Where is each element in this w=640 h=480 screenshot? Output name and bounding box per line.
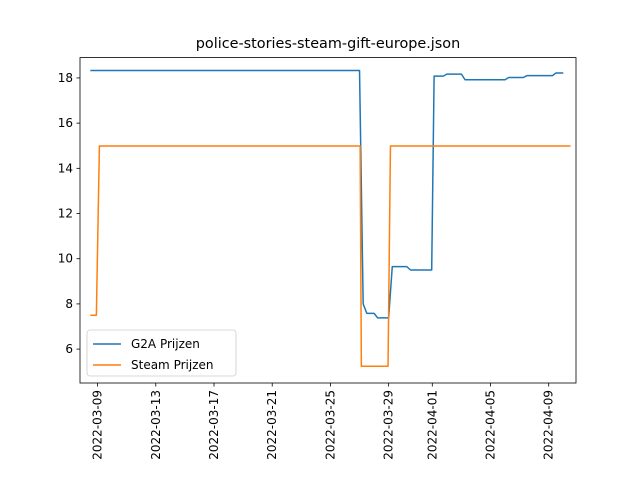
legend-label-0: G2A Prijzen bbox=[131, 337, 200, 351]
y-tick-label: 6 bbox=[65, 342, 73, 356]
x-tick-label: 2022-04-01 bbox=[425, 390, 439, 460]
y-tick-label: 10 bbox=[58, 252, 73, 266]
chart-title: police-stories-steam-gift-europe.json bbox=[196, 36, 460, 52]
legend: G2A Prijzen Steam Prijzen bbox=[86, 329, 237, 377]
x-tick-label: 2022-03-25 bbox=[323, 390, 337, 460]
x-tick-label: 2022-03-09 bbox=[91, 390, 105, 460]
y-tick-label: 8 bbox=[65, 297, 73, 311]
y-tick-label: 14 bbox=[58, 161, 73, 175]
legend-box bbox=[86, 329, 237, 377]
x-tick-label: 2022-04-05 bbox=[484, 390, 498, 460]
x-tick-label: 2022-03-17 bbox=[207, 390, 221, 460]
x-tick-label: 2022-03-29 bbox=[382, 390, 396, 460]
x-tick-label: 2022-03-13 bbox=[149, 390, 163, 460]
axes-frame bbox=[79, 57, 577, 384]
y-tick-label: 18 bbox=[58, 71, 73, 85]
y-tick-label: 12 bbox=[58, 207, 73, 221]
series-line-1 bbox=[90, 145, 571, 368]
legend-label-1: Steam Prijzen bbox=[131, 358, 213, 372]
y-axis: 6 8 10 12 14 16 18 bbox=[58, 71, 80, 356]
x-axis: 2022-03-09 2022-03-13 2022-03-17 2022-03-21… bbox=[91, 383, 556, 460]
x-tick-label: 2022-04-09 bbox=[542, 390, 556, 460]
plot-lines bbox=[90, 69, 571, 368]
x-tick-label: 2022-03-21 bbox=[265, 390, 279, 460]
y-tick-label: 16 bbox=[58, 116, 73, 130]
series-line-0 bbox=[90, 69, 564, 319]
